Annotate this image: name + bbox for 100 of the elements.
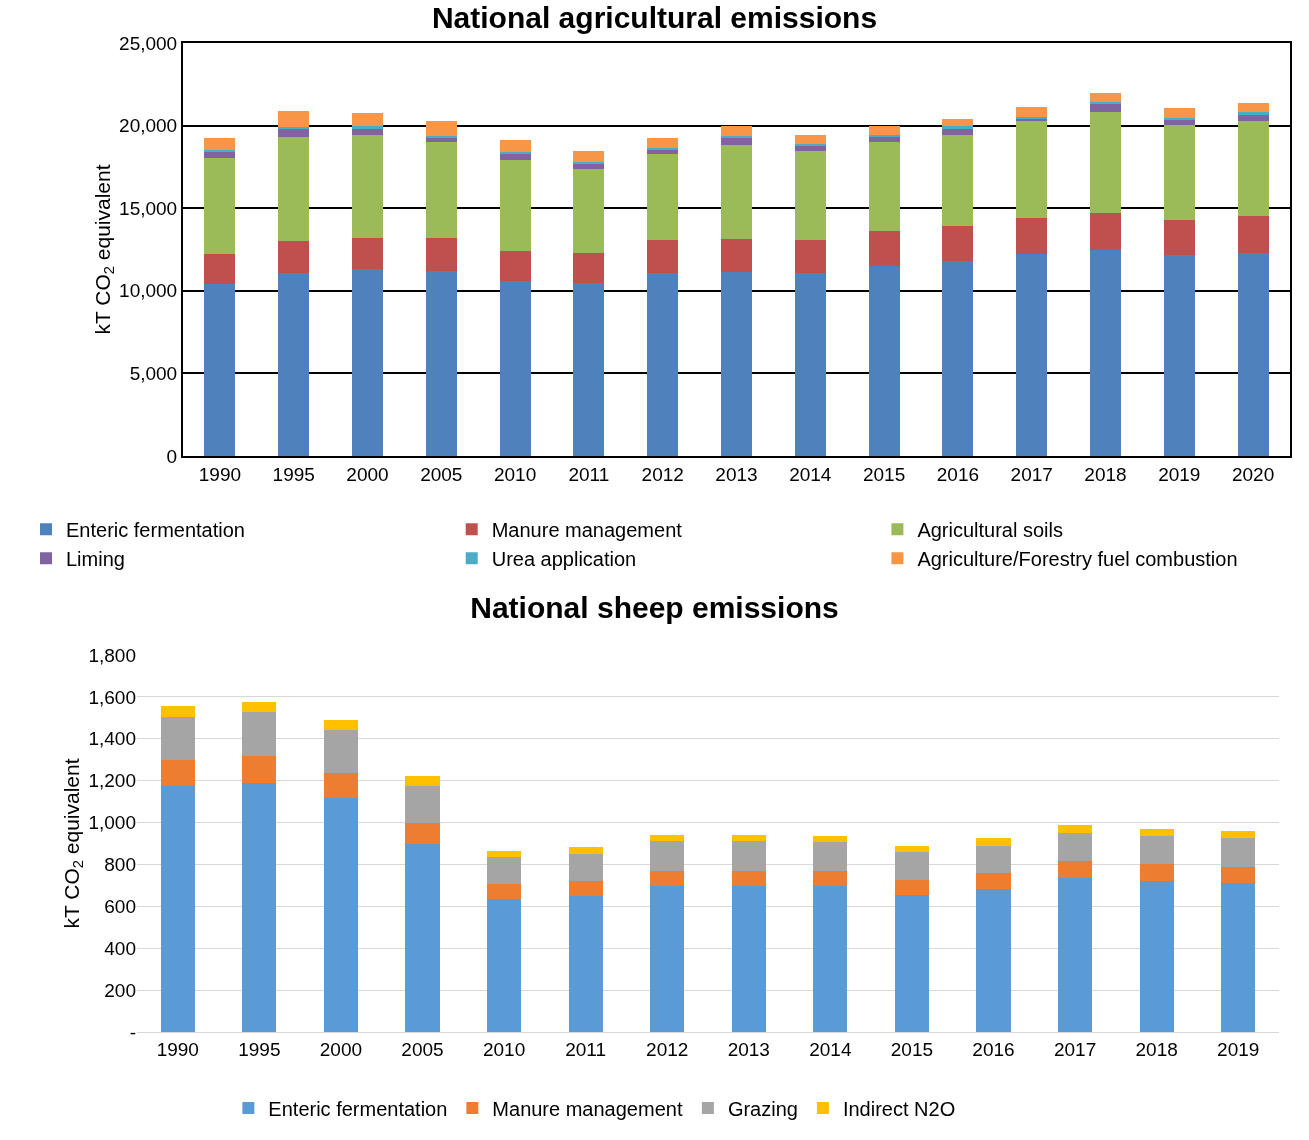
bar bbox=[323, 730, 359, 774]
bar bbox=[647, 138, 679, 148]
x-tick-label: 2013 bbox=[715, 463, 758, 485]
bar bbox=[573, 161, 605, 164]
y-tick-label: 800 bbox=[104, 854, 136, 876]
bar bbox=[204, 284, 236, 456]
bar bbox=[794, 151, 826, 241]
bar bbox=[405, 843, 440, 1032]
bar bbox=[976, 888, 1011, 1032]
y-tick-label: 1,600 bbox=[88, 686, 136, 708]
bar bbox=[568, 895, 603, 1032]
bar bbox=[1163, 107, 1195, 119]
bar bbox=[568, 846, 603, 854]
bar bbox=[425, 270, 457, 456]
x-tick-label: 2016 bbox=[936, 463, 980, 485]
bar bbox=[486, 850, 522, 858]
x-tick-label: 2013 bbox=[727, 1038, 770, 1060]
bar bbox=[1139, 881, 1174, 1032]
bar bbox=[794, 135, 826, 144]
bar bbox=[813, 870, 848, 887]
y-tick-label: 200 bbox=[104, 979, 136, 1001]
bar bbox=[278, 110, 310, 128]
bar bbox=[242, 782, 277, 1032]
legend-label: Urea application bbox=[491, 547, 637, 570]
legend-label: Indirect N2O bbox=[842, 1097, 956, 1120]
bar bbox=[868, 266, 900, 456]
bar bbox=[1090, 103, 1121, 112]
bar bbox=[323, 773, 359, 799]
bar bbox=[425, 121, 457, 137]
bar bbox=[278, 241, 310, 273]
bar bbox=[573, 252, 605, 284]
y-tick-label: 1,400 bbox=[88, 728, 136, 750]
bar bbox=[242, 755, 277, 783]
bar bbox=[868, 231, 900, 267]
bar bbox=[352, 134, 383, 238]
bar bbox=[813, 886, 848, 1032]
chart-title: National sheep emissions bbox=[470, 590, 839, 624]
y-tick-label: 600 bbox=[104, 895, 136, 917]
bar bbox=[573, 169, 605, 253]
bar bbox=[942, 126, 974, 129]
y-tick-label: - bbox=[129, 1021, 136, 1043]
bar bbox=[573, 151, 605, 162]
x-tick-label: 1990 bbox=[198, 463, 242, 485]
y-tick-label: 20,000 bbox=[119, 115, 178, 137]
x-tick-label: 2005 bbox=[420, 463, 463, 485]
legend-label: Manure management bbox=[491, 518, 683, 541]
bar bbox=[650, 870, 685, 887]
bar bbox=[721, 271, 752, 456]
bar bbox=[486, 857, 522, 885]
x-tick-label: 2019 bbox=[1217, 1038, 1260, 1060]
bar bbox=[425, 237, 457, 271]
bar bbox=[1237, 252, 1269, 456]
bar bbox=[647, 240, 679, 274]
bar bbox=[204, 138, 236, 150]
x-tick-label: 2000 bbox=[319, 1038, 363, 1060]
bar bbox=[204, 151, 236, 158]
bar bbox=[568, 853, 603, 882]
bar bbox=[278, 137, 310, 242]
x-tick-label: 2010 bbox=[493, 463, 537, 485]
bar bbox=[894, 880, 930, 895]
bar bbox=[721, 126, 752, 136]
bar bbox=[499, 251, 531, 281]
bar bbox=[942, 118, 974, 127]
x-tick-label: 2011 bbox=[568, 463, 610, 485]
bar bbox=[242, 711, 277, 756]
bar bbox=[647, 149, 679, 154]
x-tick-label: 2012 bbox=[641, 463, 684, 485]
bar bbox=[1139, 828, 1174, 837]
x-tick-label: 2017 bbox=[1010, 463, 1053, 485]
bar bbox=[721, 238, 752, 272]
x-tick-label: 2016 bbox=[972, 1038, 1015, 1060]
bar bbox=[647, 153, 679, 241]
bar bbox=[323, 798, 359, 1032]
y-tick-label: 10,000 bbox=[119, 280, 178, 302]
bar bbox=[323, 719, 359, 731]
bar bbox=[731, 870, 766, 887]
bar bbox=[1163, 119, 1195, 125]
bar bbox=[942, 134, 974, 227]
bar bbox=[721, 145, 752, 239]
bar bbox=[731, 886, 766, 1032]
bar bbox=[731, 835, 766, 842]
bar bbox=[794, 143, 826, 146]
bar bbox=[942, 261, 974, 456]
bar bbox=[794, 240, 826, 274]
bar bbox=[278, 128, 310, 138]
bar bbox=[568, 881, 603, 896]
x-tick-label: 2017 bbox=[1053, 1038, 1097, 1060]
bar bbox=[1057, 878, 1093, 1032]
x-tick-label: 2015 bbox=[890, 1038, 934, 1060]
bar bbox=[1163, 124, 1195, 220]
bar bbox=[647, 273, 679, 456]
bar bbox=[1139, 836, 1174, 865]
y-tick-label: 1,200 bbox=[88, 770, 136, 792]
y-tick-label: 0 bbox=[166, 445, 178, 467]
x-tick-label: 2014 bbox=[789, 463, 832, 485]
bar bbox=[731, 841, 766, 871]
bar bbox=[160, 785, 195, 1032]
bar bbox=[1237, 120, 1269, 217]
x-tick-label: 2014 bbox=[809, 1038, 852, 1060]
bar bbox=[813, 836, 848, 843]
